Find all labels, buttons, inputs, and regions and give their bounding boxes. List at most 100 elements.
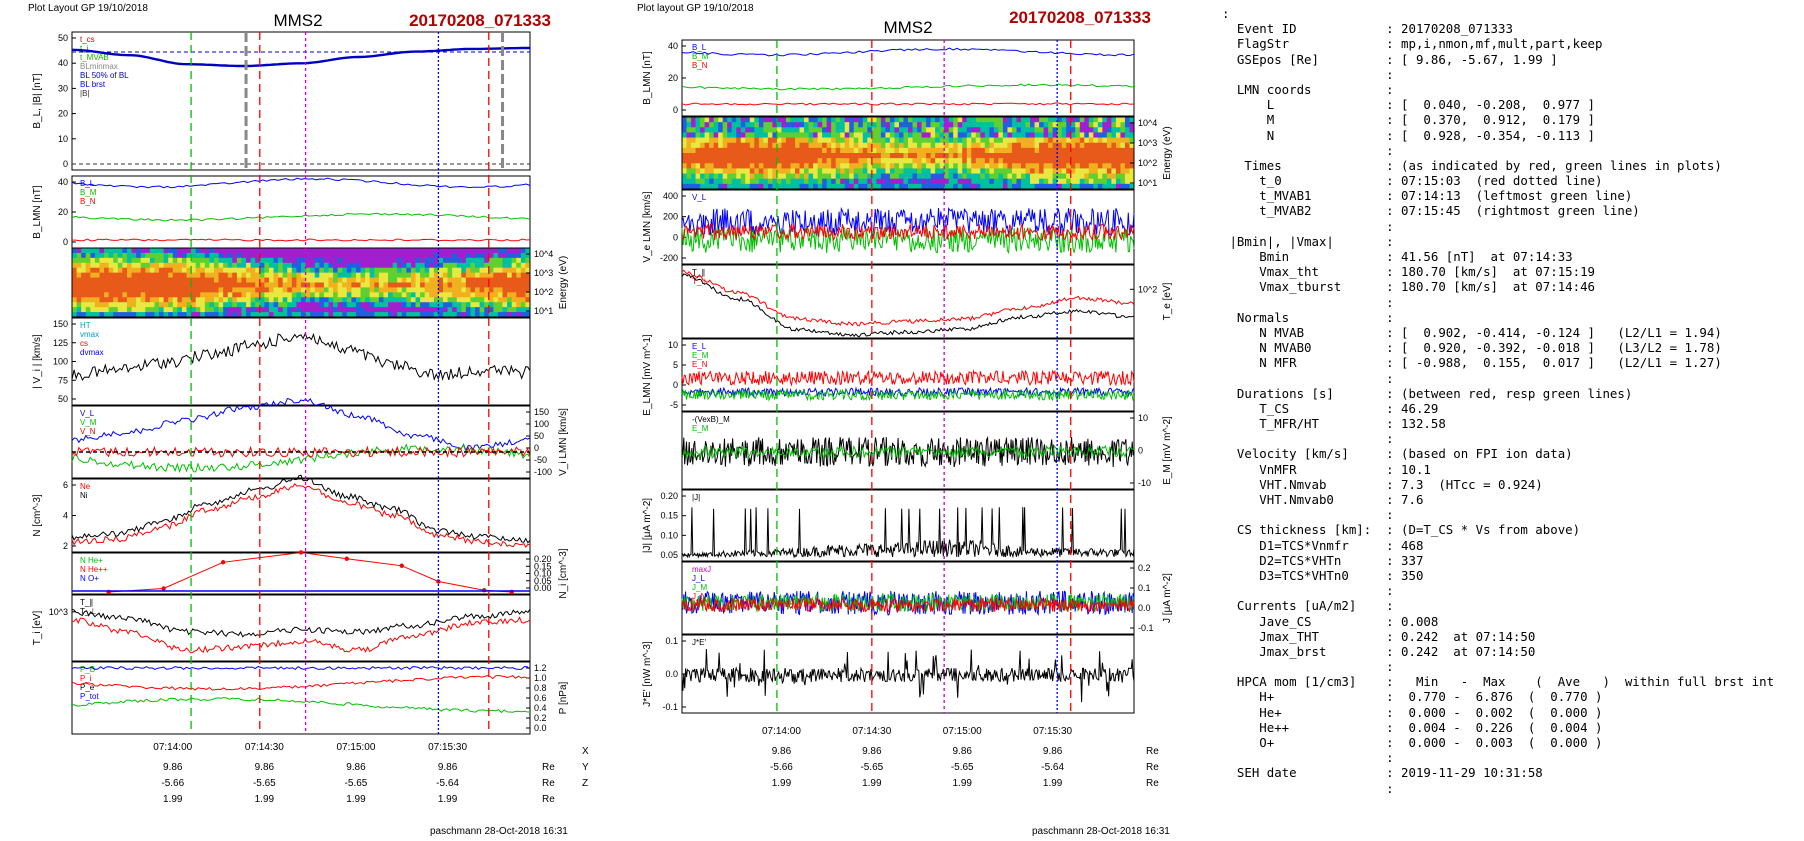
series-t-par (71, 608, 531, 638)
spectrogram-cell (998, 153, 1004, 159)
spectrogram-cell (268, 287, 274, 293)
spectrogram-cell (351, 287, 357, 293)
spectrogram-cell (99, 282, 105, 288)
spectrogram-cell (1093, 122, 1099, 128)
spectrogram-cell (912, 158, 918, 164)
spectrogram-cell (835, 132, 841, 138)
spectrogram-cell (511, 267, 517, 274)
spectrogram-cell (191, 302, 197, 308)
panel-b-tick-label: 0.1 (1138, 583, 1151, 593)
spectrogram-cell (94, 267, 100, 274)
series-j-magnitude (681, 507, 1135, 559)
spectrogram-cell (971, 163, 977, 169)
spectrogram-cell (140, 282, 146, 288)
spectrogram-cell (236, 277, 242, 283)
spectrogram-cell (867, 168, 873, 174)
panel-frame (71, 247, 531, 318)
spectrogram-cell (268, 277, 274, 283)
spectrogram-cell (392, 277, 398, 283)
spectrogram-cell (447, 312, 453, 318)
spectrogram-cell (1106, 153, 1112, 159)
series-te-perp (681, 269, 1135, 327)
spectrogram-cell (700, 122, 705, 128)
spectrogram-cell (745, 153, 751, 159)
spectrogram-cell (282, 252, 288, 259)
spectrogram-cell (1079, 163, 1085, 169)
spectrogram-cell (822, 117, 828, 123)
spectrogram-cell (337, 257, 343, 264)
spectrogram-cell (1066, 168, 1072, 174)
spectrogram-cell (415, 307, 421, 313)
spectrogram-cell (808, 122, 814, 128)
spectrogram-cell (1002, 137, 1008, 144)
spectrogram-cell (1061, 127, 1067, 133)
spectrogram-cell (908, 147, 913, 154)
spectrogram-cell (346, 307, 352, 313)
spectrogram-cell (1016, 183, 1022, 190)
spectrogram-cell (1002, 142, 1008, 149)
summary-line: : (1222, 583, 1394, 599)
spectrogram-cell (246, 287, 252, 293)
spectrogram-cell (401, 272, 407, 278)
spectrogram-cell (433, 287, 439, 293)
spectrogram-cell (213, 297, 219, 303)
spectrogram-cell (722, 153, 728, 159)
spectrogram-cell (953, 168, 959, 174)
spectrogram-cell (461, 292, 467, 298)
spectrogram-cell (813, 168, 818, 174)
spectrogram-cell (781, 137, 787, 144)
spectrogram-cell (804, 137, 809, 144)
spectrogram-cell (282, 307, 288, 313)
spectrogram-cell (709, 137, 715, 144)
spectrogram-cell (758, 168, 764, 174)
spectrogram-cell (984, 122, 990, 128)
spectrogram-cell (1057, 122, 1063, 128)
panel-a-tick-label: 6 (63, 480, 68, 490)
spectrogram-cell (319, 302, 325, 308)
spectrogram-cell (736, 153, 742, 159)
spectrogram-cell (113, 257, 119, 264)
spectrogram-cell (813, 142, 818, 149)
spectrogram-cell (704, 122, 710, 128)
spectrogram-cell (493, 257, 499, 264)
spectrogram-cell (840, 127, 846, 133)
spectrogram-cell (452, 297, 458, 303)
spectrogram-cell (470, 262, 476, 269)
panel-b-pos-value: 9.86 (953, 746, 973, 757)
spectrogram-cell (497, 248, 503, 254)
spectrogram-cell (236, 257, 242, 264)
spectrogram-cell (236, 252, 242, 259)
panel-a-pos-value: 1.99 (346, 794, 366, 805)
spectrogram-cell (898, 147, 904, 154)
spectrogram-cell (475, 307, 481, 313)
he2plus-point (344, 556, 349, 561)
right-axis-label: V_i LMN [km/s] (558, 408, 569, 476)
spectrogram-cell (488, 262, 494, 269)
series-e-m-field (681, 444, 1135, 460)
panel-a-tick-label: 0.2 (534, 713, 547, 723)
spectrogram-cell (136, 267, 142, 274)
series-ve-n (681, 223, 1135, 242)
spectrogram-cell (296, 252, 302, 259)
spectrogram-cell (250, 307, 256, 313)
spectrogram-cell (1084, 173, 1090, 180)
spectrogram-cell (94, 307, 100, 313)
spectrogram-cell (889, 158, 895, 164)
spectrogram-cell (200, 282, 206, 288)
spectrogram-cell (415, 267, 421, 274)
spectrogram-cell (957, 183, 963, 190)
spectrogram-cell (953, 142, 959, 149)
panel-b-tick-label: 0 (673, 105, 678, 115)
spectrogram-cell (172, 287, 178, 293)
spectrogram-cell (736, 163, 742, 169)
spectrogram-cell (511, 307, 517, 313)
spectrogram-cell (397, 307, 403, 313)
spectrogram-cell (525, 287, 531, 293)
spectrogram-cell (822, 153, 828, 159)
spectrogram-cell (935, 183, 941, 190)
spectrogram-cell (939, 183, 945, 190)
spectrogram-cell (209, 257, 215, 264)
spectrogram-cell (310, 287, 316, 293)
spectrogram-cell (223, 292, 229, 298)
spectrogram-cell (1048, 158, 1054, 164)
